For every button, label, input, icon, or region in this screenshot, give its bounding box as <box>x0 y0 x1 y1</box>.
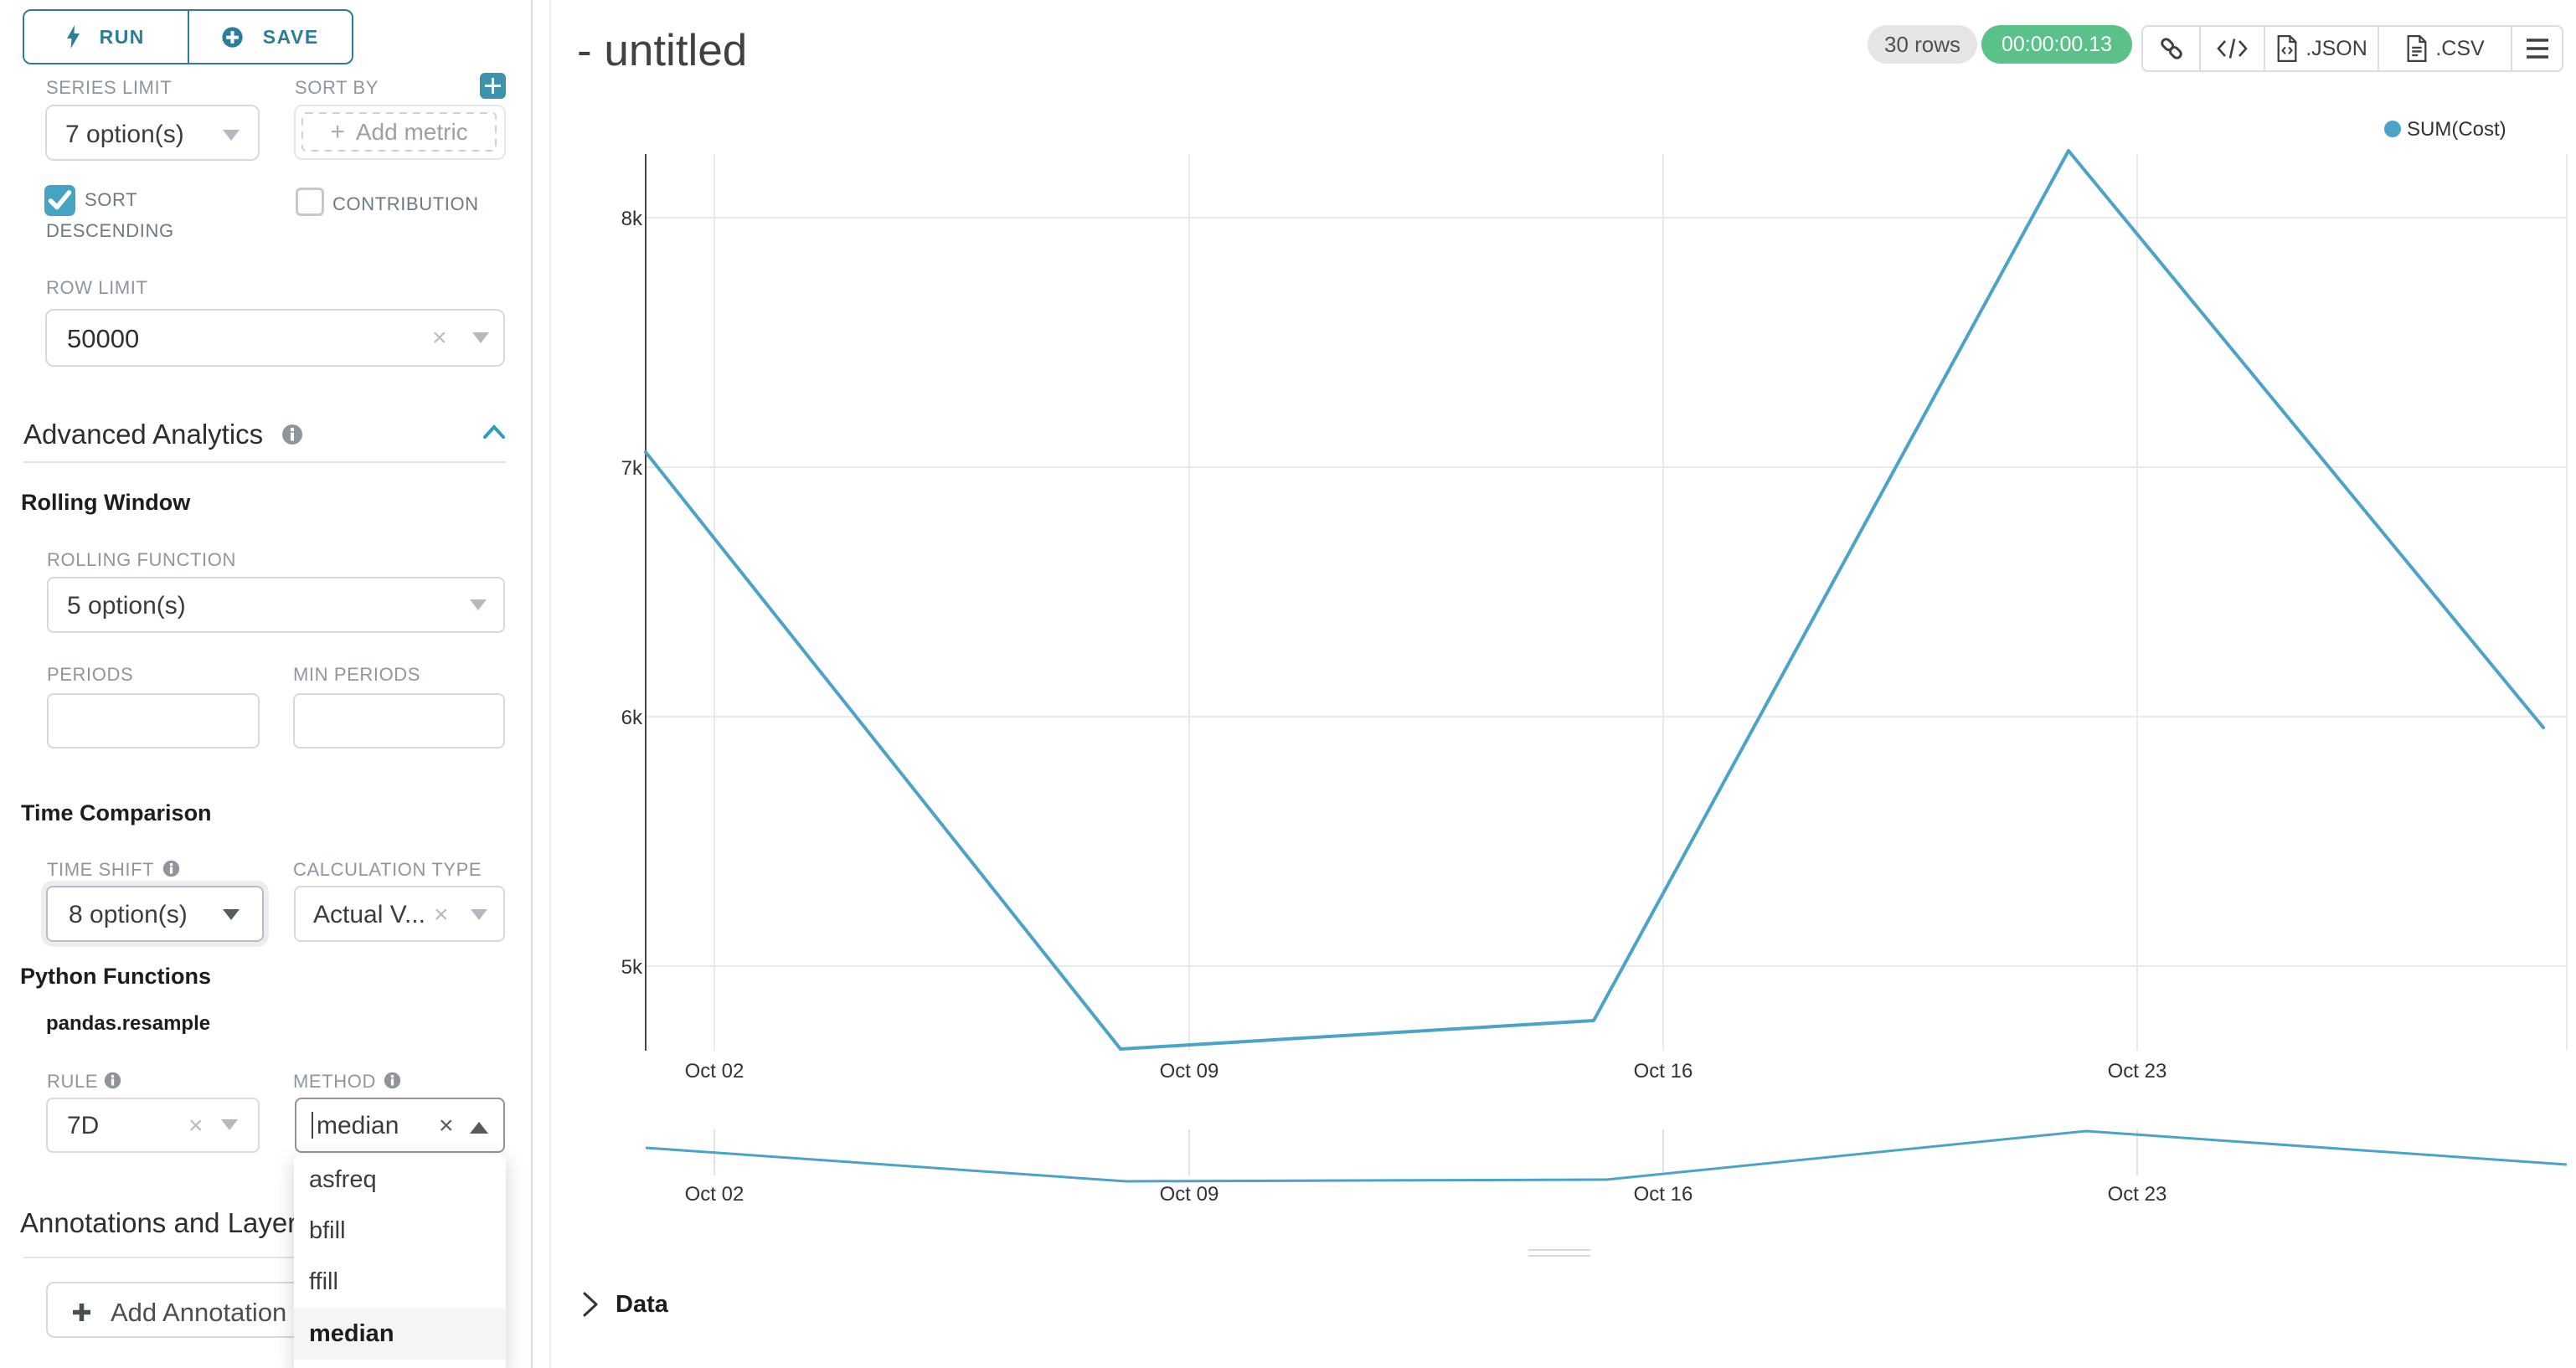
svg-text:Oct 23: Oct 23 <box>2108 1060 2167 1083</box>
svg-text:6k: 6k <box>621 707 643 729</box>
svg-text:5k: 5k <box>621 956 643 979</box>
svg-text:Oct 23: Oct 23 <box>2108 1183 2167 1206</box>
svg-text:8k: 8k <box>621 208 643 230</box>
svg-text:Oct 02: Oct 02 <box>685 1183 744 1206</box>
svg-text:Oct 16: Oct 16 <box>1634 1183 1693 1206</box>
svg-text:Oct 09: Oct 09 <box>1160 1060 1219 1083</box>
svg-text:SUM(Cost): SUM(Cost) <box>2407 118 2506 141</box>
svg-text:Oct 09: Oct 09 <box>1160 1183 1219 1206</box>
svg-text:Oct 16: Oct 16 <box>1634 1060 1693 1083</box>
svg-text:7k: 7k <box>621 457 643 480</box>
svg-text:Oct 02: Oct 02 <box>685 1060 744 1083</box>
svg-text:Data: Data <box>616 1291 669 1318</box>
